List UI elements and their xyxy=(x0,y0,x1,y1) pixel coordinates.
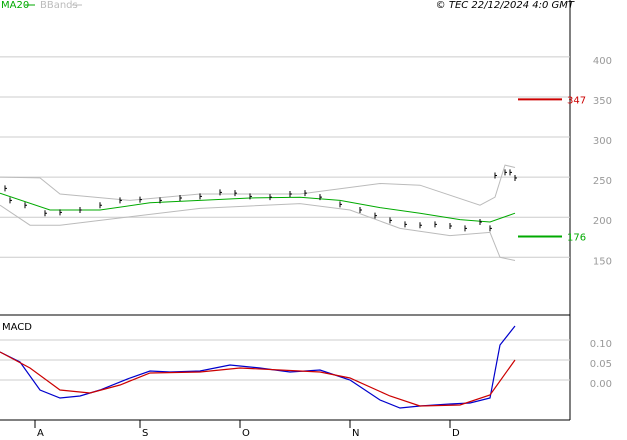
price-bar xyxy=(494,172,497,179)
price-bar xyxy=(59,209,62,216)
legend-ma20: MA20 xyxy=(1,0,29,11)
price-bar xyxy=(159,197,162,204)
bband-lower xyxy=(0,203,516,261)
price-bar xyxy=(9,197,12,204)
y-tick-label: 350 xyxy=(593,96,612,107)
x-tick-label: O xyxy=(242,428,250,439)
legend-bbands: BBands xyxy=(40,0,78,11)
price-bar xyxy=(374,212,377,219)
y-tick-label: 0.05 xyxy=(590,359,612,370)
bband-upper xyxy=(0,164,516,206)
price-bar xyxy=(419,222,422,229)
price-bar xyxy=(269,194,272,201)
price-bar xyxy=(319,194,322,201)
price-bar xyxy=(179,194,182,201)
price-bar xyxy=(139,196,142,203)
price-bar xyxy=(219,189,222,196)
y-tick-label: 0.10 xyxy=(590,339,612,350)
macd-line xyxy=(0,351,516,407)
price-bar xyxy=(4,185,7,192)
price-bar xyxy=(24,202,27,209)
price-bar xyxy=(434,221,437,228)
price-bar xyxy=(509,169,512,176)
panel-title: MACD xyxy=(2,322,32,333)
price-bar xyxy=(99,202,102,209)
y-tick-label: 250 xyxy=(593,176,612,187)
price-bar xyxy=(119,197,122,204)
y-tick-label: 200 xyxy=(593,216,612,227)
level-label: 176 xyxy=(567,232,586,243)
price-bar xyxy=(489,225,492,232)
price-bar xyxy=(449,223,452,230)
ma20-line xyxy=(0,192,516,223)
price-bar xyxy=(404,221,407,228)
price-bar xyxy=(234,190,237,197)
x-tick-label: S xyxy=(142,428,148,439)
price-bar xyxy=(389,217,392,224)
x-tick-label: N xyxy=(352,428,359,439)
level-label: 347 xyxy=(567,95,586,106)
price-bar xyxy=(339,201,342,208)
x-tick-label: A xyxy=(37,428,44,439)
price-bar xyxy=(79,207,82,213)
macd-line xyxy=(0,325,516,409)
price-bar xyxy=(479,219,482,226)
price-bar xyxy=(44,210,47,217)
x-tick-label: D xyxy=(452,428,460,439)
y-tick-label: 400 xyxy=(593,56,612,67)
copyright: © TEC 22/12/2024 4:0 GMT xyxy=(436,0,575,11)
price-bar xyxy=(249,193,252,200)
y-tick-label: 150 xyxy=(593,256,612,267)
price-bar xyxy=(464,225,467,232)
price-bar xyxy=(199,193,202,200)
y-tick-label: 300 xyxy=(593,136,612,147)
price-bar xyxy=(359,207,362,213)
price-bar xyxy=(289,190,292,197)
price-bar xyxy=(504,169,507,176)
price-bar xyxy=(304,190,307,197)
y-tick-label: 0.00 xyxy=(590,379,612,390)
price-bar xyxy=(514,174,517,181)
